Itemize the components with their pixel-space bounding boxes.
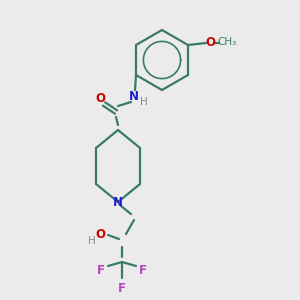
Text: F: F — [97, 263, 105, 277]
Text: O: O — [95, 229, 105, 242]
Text: O: O — [95, 92, 105, 104]
Text: CH₃: CH₃ — [218, 37, 237, 47]
Text: O: O — [205, 37, 215, 50]
Text: N: N — [113, 196, 123, 208]
Text: H: H — [88, 236, 96, 246]
Text: H: H — [140, 97, 148, 107]
Text: F: F — [118, 283, 126, 296]
Text: F: F — [139, 263, 147, 277]
Text: N: N — [129, 91, 139, 103]
